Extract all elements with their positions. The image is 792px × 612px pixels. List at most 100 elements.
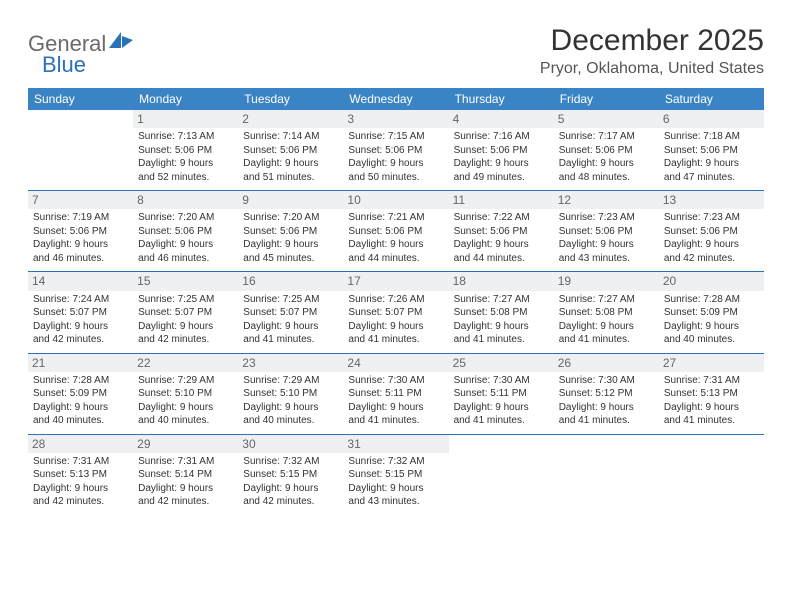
daylight-text: and 41 minutes. [559, 414, 654, 428]
sunrise-text: Sunrise: 7:23 AM [664, 211, 759, 225]
day-number: 14 [28, 272, 133, 290]
weekday-header: Friday [554, 88, 659, 110]
daylight-text: Daylight: 9 hours [138, 238, 233, 252]
day-number: 24 [343, 354, 448, 372]
sunset-text: Sunset: 5:06 PM [559, 144, 654, 158]
sunset-text: Sunset: 5:08 PM [559, 306, 654, 320]
sunset-text: Sunset: 5:06 PM [243, 225, 338, 239]
sunset-text: Sunset: 5:07 PM [33, 306, 128, 320]
day-number: 20 [659, 272, 764, 290]
daylight-text: and 42 minutes. [33, 333, 128, 347]
daylight-text: and 41 minutes. [454, 333, 549, 347]
sunset-text: Sunset: 5:07 PM [138, 306, 233, 320]
calendar-day-cell [554, 434, 659, 515]
daylight-text: and 42 minutes. [33, 495, 128, 509]
sunset-text: Sunset: 5:06 PM [664, 144, 759, 158]
sunrise-text: Sunrise: 7:29 AM [138, 374, 233, 388]
day-number: 29 [133, 435, 238, 453]
daylight-text: and 42 minutes. [664, 252, 759, 266]
header: General December 2025 Pryor, Oklahoma, U… [28, 24, 764, 78]
calendar-day-cell: 6Sunrise: 7:18 AMSunset: 5:06 PMDaylight… [659, 110, 764, 191]
calendar-day-cell: 20Sunrise: 7:28 AMSunset: 5:09 PMDayligh… [659, 272, 764, 353]
calendar-day-cell: 14Sunrise: 7:24 AMSunset: 5:07 PMDayligh… [28, 272, 133, 353]
day-number: 15 [133, 272, 238, 290]
calendar-day-cell: 10Sunrise: 7:21 AMSunset: 5:06 PMDayligh… [343, 191, 448, 272]
calendar-day-cell [28, 110, 133, 191]
daylight-text: and 49 minutes. [454, 171, 549, 185]
daylight-text: and 40 minutes. [33, 414, 128, 428]
daylight-text: and 45 minutes. [243, 252, 338, 266]
sunset-text: Sunset: 5:06 PM [138, 144, 233, 158]
title-block: December 2025 Pryor, Oklahoma, United St… [540, 24, 764, 78]
location: Pryor, Oklahoma, United States [540, 60, 764, 78]
daylight-text: Daylight: 9 hours [454, 157, 549, 171]
daylight-text: and 44 minutes. [348, 252, 443, 266]
day-number: 7 [28, 191, 133, 209]
day-number: 19 [554, 272, 659, 290]
sunrise-text: Sunrise: 7:26 AM [348, 293, 443, 307]
calendar-day-cell: 26Sunrise: 7:30 AMSunset: 5:12 PMDayligh… [554, 353, 659, 434]
weekday-header-row: Sunday Monday Tuesday Wednesday Thursday… [28, 88, 764, 110]
calendar-day-cell: 7Sunrise: 7:19 AMSunset: 5:06 PMDaylight… [28, 191, 133, 272]
calendar-table: Sunday Monday Tuesday Wednesday Thursday… [28, 88, 764, 515]
daylight-text: and 50 minutes. [348, 171, 443, 185]
daylight-text: Daylight: 9 hours [454, 238, 549, 252]
daylight-text: and 41 minutes. [243, 333, 338, 347]
sunrise-text: Sunrise: 7:32 AM [243, 455, 338, 469]
calendar-day-cell: 15Sunrise: 7:25 AMSunset: 5:07 PMDayligh… [133, 272, 238, 353]
sunrise-text: Sunrise: 7:31 AM [33, 455, 128, 469]
sunrise-text: Sunrise: 7:13 AM [138, 130, 233, 144]
sunrise-text: Sunrise: 7:27 AM [454, 293, 549, 307]
daylight-text: Daylight: 9 hours [664, 320, 759, 334]
daylight-text: Daylight: 9 hours [243, 320, 338, 334]
day-number: 18 [449, 272, 554, 290]
day-number: 1 [133, 110, 238, 128]
sunset-text: Sunset: 5:06 PM [138, 225, 233, 239]
calendar-week-row: 14Sunrise: 7:24 AMSunset: 5:07 PMDayligh… [28, 272, 764, 353]
sunrise-text: Sunrise: 7:28 AM [33, 374, 128, 388]
daylight-text: and 40 minutes. [138, 414, 233, 428]
calendar-day-cell: 8Sunrise: 7:20 AMSunset: 5:06 PMDaylight… [133, 191, 238, 272]
weekday-header: Tuesday [238, 88, 343, 110]
daylight-text: and 40 minutes. [243, 414, 338, 428]
daylight-text: Daylight: 9 hours [348, 320, 443, 334]
sunrise-text: Sunrise: 7:31 AM [138, 455, 233, 469]
daylight-text: Daylight: 9 hours [559, 320, 654, 334]
sunset-text: Sunset: 5:10 PM [243, 387, 338, 401]
sunset-text: Sunset: 5:06 PM [664, 225, 759, 239]
daylight-text: Daylight: 9 hours [664, 238, 759, 252]
sunset-text: Sunset: 5:11 PM [454, 387, 549, 401]
day-number: 11 [449, 191, 554, 209]
calendar-day-cell: 30Sunrise: 7:32 AMSunset: 5:15 PMDayligh… [238, 434, 343, 515]
sunrise-text: Sunrise: 7:20 AM [243, 211, 338, 225]
daylight-text: and 46 minutes. [138, 252, 233, 266]
logo-sail-icon [108, 30, 134, 57]
calendar-day-cell [659, 434, 764, 515]
daylight-text: and 41 minutes. [664, 414, 759, 428]
day-number: 4 [449, 110, 554, 128]
calendar-week-row: 1Sunrise: 7:13 AMSunset: 5:06 PMDaylight… [28, 110, 764, 191]
sunset-text: Sunset: 5:07 PM [348, 306, 443, 320]
sunset-text: Sunset: 5:06 PM [454, 225, 549, 239]
daylight-text: and 42 minutes. [243, 495, 338, 509]
day-number: 9 [238, 191, 343, 209]
sunset-text: Sunset: 5:09 PM [33, 387, 128, 401]
day-number: 2 [238, 110, 343, 128]
sunrise-text: Sunrise: 7:14 AM [243, 130, 338, 144]
sunrise-text: Sunrise: 7:27 AM [559, 293, 654, 307]
calendar-day-cell: 27Sunrise: 7:31 AMSunset: 5:13 PMDayligh… [659, 353, 764, 434]
daylight-text: Daylight: 9 hours [559, 401, 654, 415]
sunset-text: Sunset: 5:08 PM [454, 306, 549, 320]
sunset-text: Sunset: 5:14 PM [138, 468, 233, 482]
day-number: 22 [133, 354, 238, 372]
day-number: 26 [554, 354, 659, 372]
calendar-week-row: 21Sunrise: 7:28 AMSunset: 5:09 PMDayligh… [28, 353, 764, 434]
sunset-text: Sunset: 5:09 PM [664, 306, 759, 320]
sunrise-text: Sunrise: 7:23 AM [559, 211, 654, 225]
calendar-day-cell: 2Sunrise: 7:14 AMSunset: 5:06 PMDaylight… [238, 110, 343, 191]
daylight-text: Daylight: 9 hours [33, 482, 128, 496]
sunrise-text: Sunrise: 7:21 AM [348, 211, 443, 225]
calendar-day-cell: 23Sunrise: 7:29 AMSunset: 5:10 PMDayligh… [238, 353, 343, 434]
calendar-day-cell: 9Sunrise: 7:20 AMSunset: 5:06 PMDaylight… [238, 191, 343, 272]
daylight-text: Daylight: 9 hours [454, 320, 549, 334]
